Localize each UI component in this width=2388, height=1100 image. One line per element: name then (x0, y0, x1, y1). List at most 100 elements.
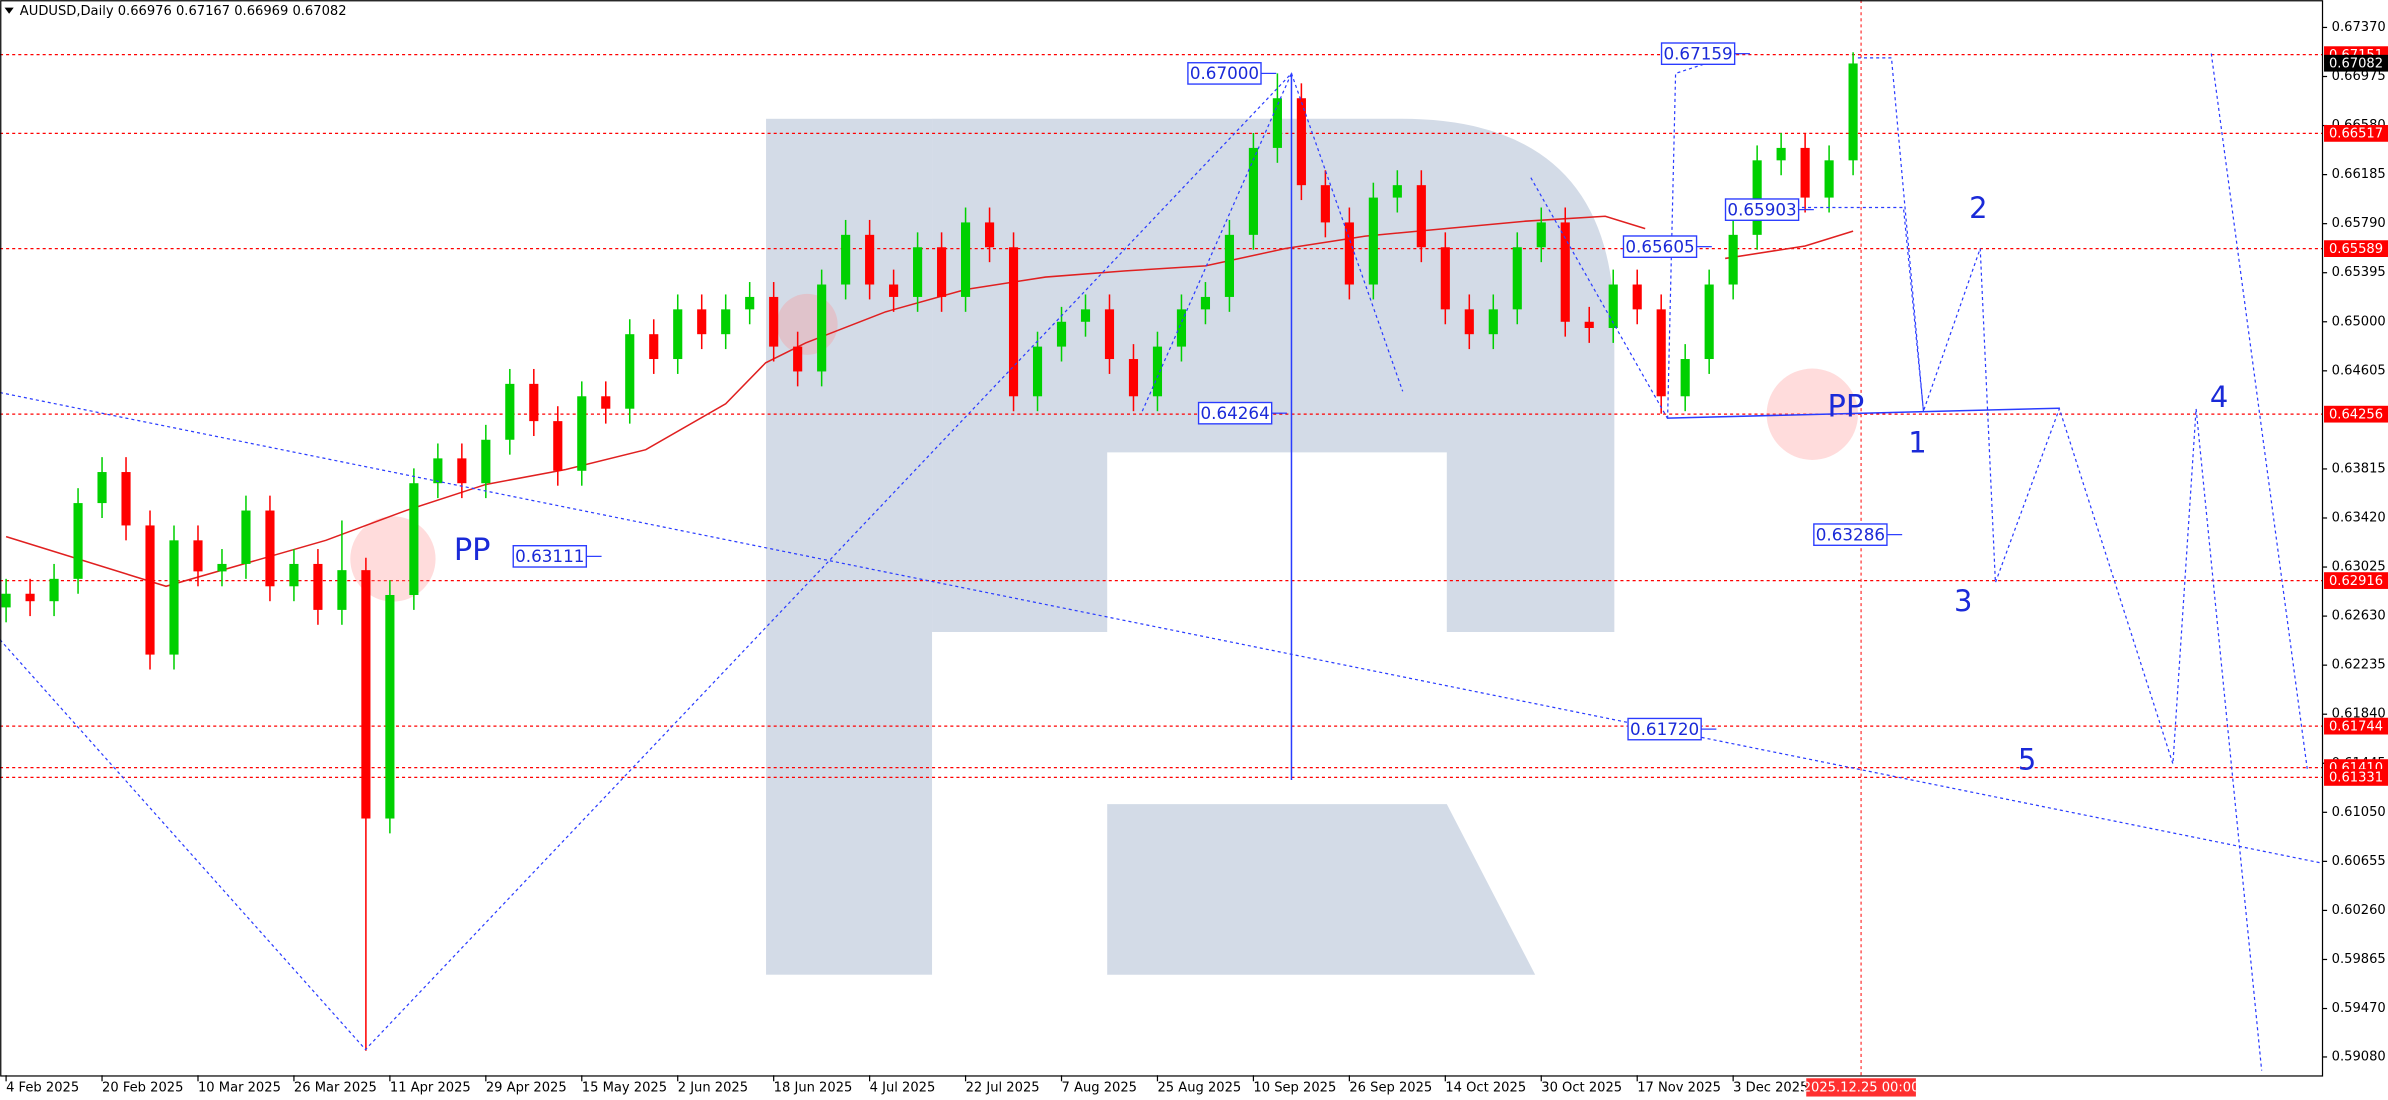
candle-body (1104, 309, 1115, 360)
analysis-line (0, 391, 2323, 864)
y-tick-label: 0.60655 (2332, 854, 2386, 869)
x-tick-label: 14 Oct 2025 (1445, 1081, 1526, 1096)
analysis-line (1801, 206, 1925, 412)
candle-body (625, 334, 635, 409)
candle-body (433, 458, 443, 484)
level-box (2324, 572, 2388, 589)
time-marker-label: 2025.12.25 00:00 (1803, 1081, 1920, 1096)
wave-label: 1 (1908, 426, 1926, 460)
candle-body (673, 309, 683, 360)
candle-body (1320, 185, 1330, 223)
pivot-label: PP (1828, 390, 1865, 425)
y-tick-label: 0.66185 (2332, 167, 2386, 182)
x-tick-label: 7 Aug 2025 (1062, 1081, 1137, 1096)
x-tick-label: 26 Sep 2025 (1349, 1081, 1432, 1096)
current-price-box (2324, 54, 2388, 72)
analysis-line (0, 72, 1404, 1051)
y-tick-label: 0.59865 (2332, 952, 2386, 967)
candle-body (1368, 197, 1378, 285)
candle-body (505, 383, 515, 440)
y-tick-label: 0.63420 (2332, 510, 2386, 525)
candle-body (1056, 321, 1067, 347)
level-label: 0.65589 (2329, 242, 2383, 257)
candle-body (1488, 309, 1498, 335)
candle-body (697, 309, 707, 335)
candle-body (337, 570, 347, 610)
candle-body (601, 396, 611, 409)
level-box (2324, 125, 2388, 142)
y-tick-label: 0.63025 (2332, 560, 2386, 575)
y-tick-label: 0.65790 (2332, 216, 2386, 231)
candle-body (1536, 222, 1546, 248)
candle-body (409, 483, 419, 595)
plot-layer: 0.67000 0.64264 0.63111 0.65605 0.65903 0.671… (0, 0, 2323, 1076)
analysis-line (1141, 73, 1293, 412)
level-box (2324, 769, 2388, 786)
annotation-label: 0.64264 (1200, 403, 1269, 423)
candle-body (1440, 247, 1450, 310)
annotation-box (1622, 235, 1698, 258)
candle-body (1248, 147, 1258, 235)
y-tick-label: 0.62235 (2332, 658, 2386, 673)
annotation-label: 0.67159 (1663, 43, 1732, 63)
y-tick-label: 0.62630 (2332, 609, 2386, 624)
candle-body (73, 503, 83, 579)
candle-body (817, 284, 827, 372)
wave-label: 3 (1954, 584, 1972, 618)
x-tick-label: 10 Mar 2025 (198, 1081, 281, 1096)
candle-body (841, 234, 851, 285)
candle-body (865, 234, 875, 285)
level-label: 0.61744 (2329, 719, 2383, 734)
candle-body (1152, 346, 1163, 397)
annotation-label: 0.63111 (515, 546, 584, 566)
candle-body (1032, 346, 1043, 397)
annotation-box (1724, 198, 1800, 221)
candle-body (1344, 222, 1354, 285)
candle-body (169, 540, 179, 655)
candle-body (1776, 147, 1786, 161)
candle-body (49, 578, 59, 602)
candle-body (241, 510, 251, 564)
y-tick-label: 0.66975 (2332, 69, 2386, 84)
pivot-highlight (776, 293, 838, 355)
candle-body (649, 334, 659, 360)
analysis-line (2210, 53, 2308, 769)
candle-body (1800, 147, 1810, 198)
time-marker-box (1806, 1078, 1916, 1097)
y-tick-label: 0.67370 (2332, 20, 2386, 35)
candle-body (1560, 222, 1570, 322)
annotation-label: 0.67000 (1190, 63, 1259, 83)
annotation-label: 0.65605 (1625, 236, 1694, 256)
candle-body (1752, 160, 1762, 235)
x-tick-label: 17 Nov 2025 (1637, 1081, 1721, 1096)
candle-body (793, 346, 803, 372)
level-box (2324, 240, 2388, 258)
y-tick-label: 0.65000 (2332, 314, 2386, 329)
level-box (2324, 717, 2388, 735)
candle-body (1080, 309, 1091, 322)
watermark-logo (766, 118, 1615, 975)
candle-body (1632, 284, 1642, 310)
candle-body (937, 247, 947, 297)
level-label: 0.62916 (2329, 574, 2383, 589)
level-label: 0.61331 (2329, 771, 2383, 786)
candle-body (1680, 359, 1690, 397)
candle-body (1200, 296, 1211, 310)
candle-body (25, 593, 35, 602)
candle-body (1608, 284, 1618, 328)
x-tick-label: 4 Jul 2025 (870, 1081, 936, 1096)
candle-body (913, 247, 923, 297)
y-tick-label: 0.61050 (2332, 805, 2386, 820)
level-box (2324, 405, 2388, 423)
candle-body (97, 472, 107, 504)
candle-body (1512, 247, 1522, 310)
candle-body (1584, 321, 1594, 328)
level-label: 0.66517 (2329, 127, 2383, 142)
menu-icon (4, 7, 14, 14)
wave-label: 5 (2018, 742, 2036, 776)
y-tick-label: 0.65395 (2332, 265, 2386, 280)
x-tick-label: 11 Apr 2025 (390, 1081, 471, 1096)
candle-body (1128, 359, 1139, 397)
